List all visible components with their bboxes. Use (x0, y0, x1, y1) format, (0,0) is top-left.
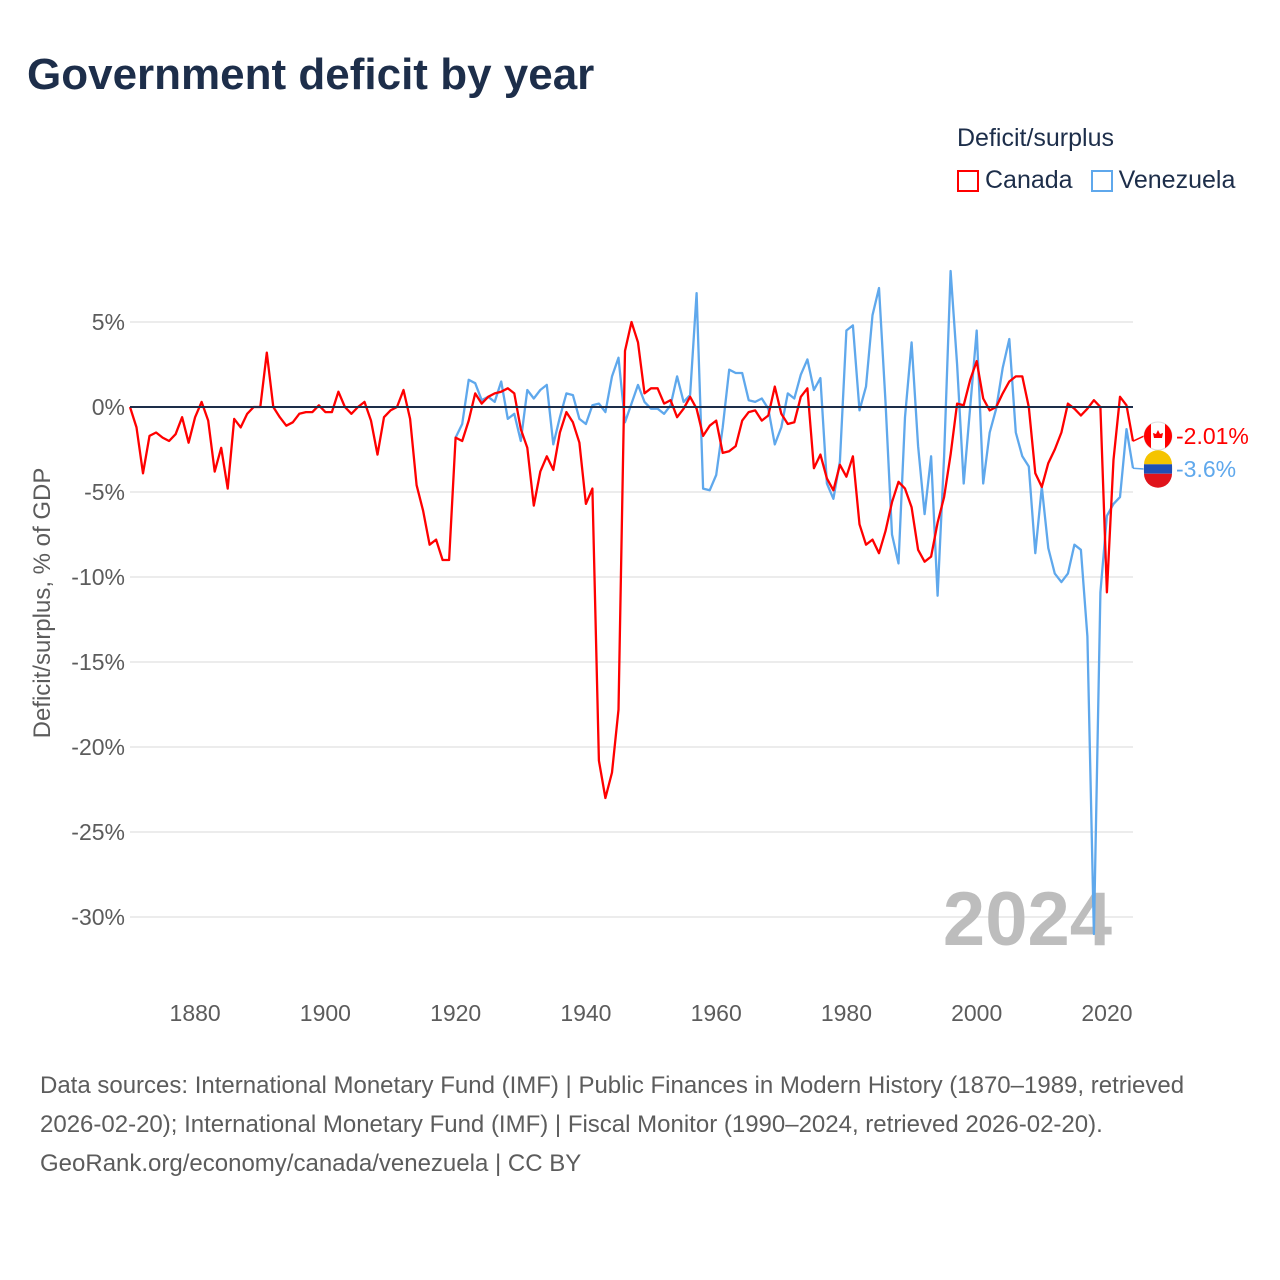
x-tick-label: 2000 (951, 1000, 1002, 1026)
y-tick-label: -10% (71, 564, 125, 590)
legend-swatch-venezuela (1090, 169, 1113, 192)
data-sources: Data sources: International Monetary Fun… (40, 1072, 1185, 1138)
flag-band (1144, 473, 1172, 488)
plot-area: 5% 0% -5% -10% -15% -20% -25% -30% 1880 1900 1920 1… (29, 269, 1249, 1026)
y-tick-label: 5% (92, 309, 125, 335)
end-connector (1132, 435, 1145, 442)
legend-swatch-canada (957, 169, 979, 192)
canada-flag-icon (1143, 421, 1173, 451)
x-tick-label: 1880 (170, 1000, 221, 1026)
footer: Data sources: International Monetary Fun… (40, 1066, 1240, 1183)
y-tick-label: -20% (71, 734, 125, 760)
x-tick-label: 1980 (821, 1000, 872, 1026)
series-line-canada (128, 320, 1135, 800)
legend-label-venezuela: Venezuela (1118, 166, 1236, 194)
legend-title: Deficit/surplus (957, 124, 1114, 152)
y-tick-label: -5% (84, 479, 125, 505)
flag-band (1144, 423, 1151, 449)
y-axis-label: Deficit/surplus, % of GDP (29, 468, 56, 739)
x-tick-label: 1920 (430, 1000, 481, 1026)
chart-title: Government deficit by year (27, 50, 595, 99)
x-tick-label: 2020 (1081, 1000, 1132, 1026)
x-tick-label: 1940 (560, 1000, 611, 1026)
maple-leaf (1153, 430, 1163, 438)
legend-item-venezuela[interactable]: Venezuela (1090, 166, 1236, 195)
year-watermark: 2024 (943, 877, 1112, 962)
end-value-label: -3.6% (1176, 456, 1236, 482)
legend: Canada Venezuela (957, 166, 1235, 195)
flag-band (1165, 423, 1172, 449)
x-tick-label: 1900 (300, 1000, 351, 1026)
x-tick-label: 1960 (691, 1000, 742, 1026)
y-tick-label: -25% (71, 819, 125, 845)
series-line-venezuela (454, 269, 1135, 936)
venezuela-flag-icon (1143, 450, 1173, 488)
end-value-label: -2.01% (1176, 423, 1249, 449)
legend-label-canada: Canada (985, 166, 1073, 194)
flag-band (1144, 450, 1172, 465)
y-tick-label: -30% (71, 904, 125, 930)
y-tick-label: 0% (92, 394, 125, 420)
credit-link[interactable]: GeoRank.org/economy/canada/venezuela | C… (40, 1150, 582, 1177)
y-tick-label: -15% (71, 649, 125, 675)
legend-item-canada[interactable]: Canada (957, 166, 1073, 195)
flag-band (1144, 464, 1172, 474)
end-connector (1132, 467, 1145, 470)
